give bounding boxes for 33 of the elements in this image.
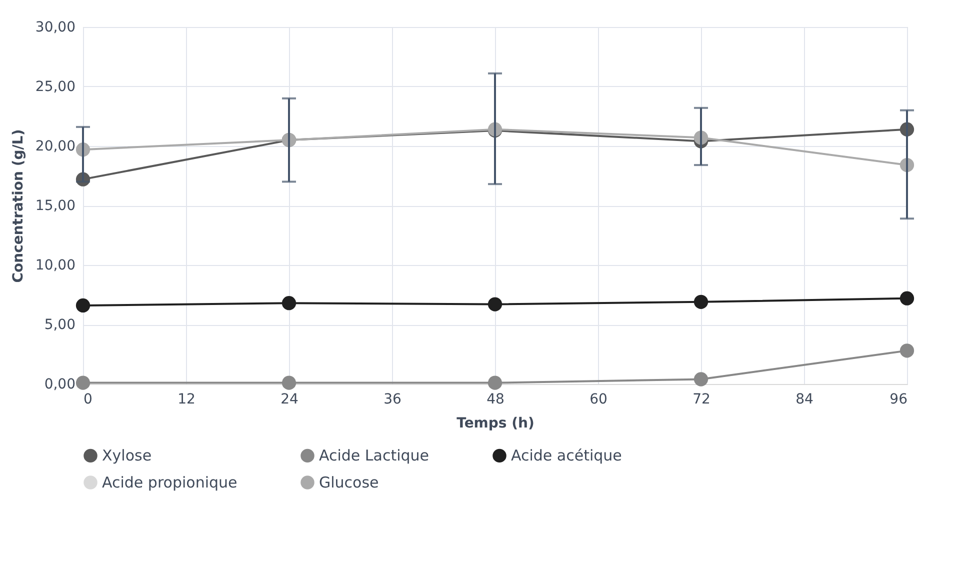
x-tick-label: 60 [590,392,608,408]
x-tick-label: 48 [486,392,504,408]
y-tick-label: 30,00 [35,20,76,36]
x-tick-label: 24 [280,392,298,408]
y-tick-label: 5,00 [44,317,76,333]
point [900,291,914,306]
legend-label: Acide acétique [511,446,622,465]
point [282,376,296,390]
point [488,376,502,390]
x-tick-label: 0 [84,392,92,408]
x-tick-label: 36 [384,392,402,408]
point [694,372,708,386]
y-tick-label: 0,00 [44,376,76,392]
x-tick-label: 12 [178,392,196,408]
legend-label: Glucose [319,474,379,492]
point [282,296,296,310]
point [488,297,502,312]
point [76,376,90,390]
y-tick-label: 25,00 [35,79,76,95]
y-tick-label: 15,00 [35,198,76,214]
x-tick-label: 84 [796,392,814,408]
y-tick-label: 20,00 [35,138,76,154]
point [76,298,90,313]
legend-label: Acide propionique [102,474,238,492]
y-tick-label: 10,00 [35,258,76,274]
legend-label: Acide Lactique [319,446,430,465]
legend-label: Xylose [102,446,152,465]
point [900,344,914,358]
x-axis-title: Temps (h) [456,416,534,432]
point [694,294,708,309]
x-tick-label: 96 [890,392,908,408]
y-axis-title: Concentration (g/L) [10,129,26,283]
x-tick-label: 72 [692,392,710,408]
